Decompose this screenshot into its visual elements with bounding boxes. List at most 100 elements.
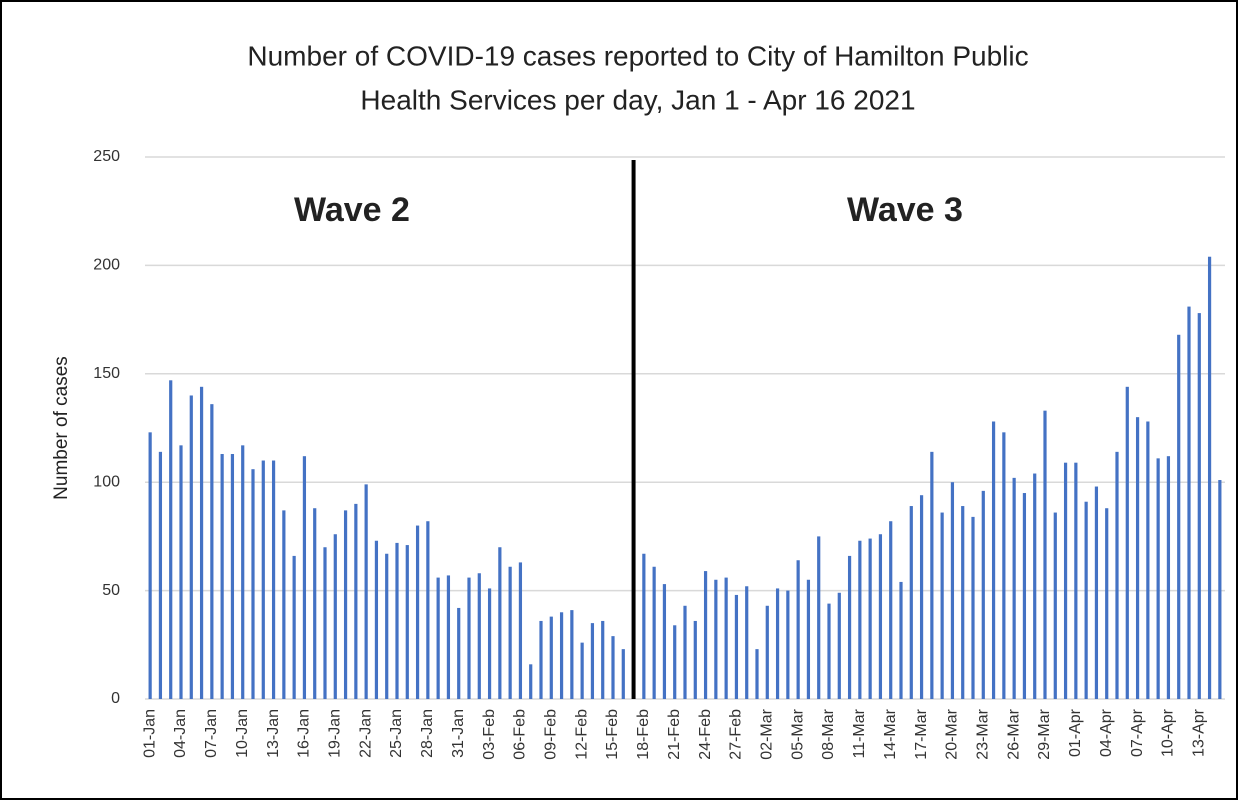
x-tick-label: 05-Mar [789, 708, 806, 759]
bar [1115, 451, 1119, 699]
x-tick-label: 27-Feb [728, 709, 745, 760]
bar [703, 571, 708, 699]
bar [169, 380, 173, 699]
bar [590, 623, 595, 699]
bar [467, 577, 471, 699]
bar [662, 584, 667, 699]
x-tick-label: 01-Apr [1067, 708, 1084, 757]
x-tick-label: 09-Feb [543, 709, 560, 760]
x-tick-label: 07-Jan [203, 709, 220, 758]
x-tick-label: 10-Apr [1160, 708, 1177, 757]
bar [292, 555, 296, 699]
bar [385, 553, 389, 699]
bar [189, 395, 193, 699]
x-tick-label: 01-Jan [141, 709, 158, 758]
bar [786, 590, 790, 699]
bar [457, 607, 461, 699]
bar [1105, 508, 1109, 699]
bar [1033, 473, 1037, 699]
bar [302, 456, 307, 699]
x-tick-label: 28-Jan [419, 709, 436, 758]
bar [405, 545, 409, 699]
bar [724, 577, 728, 699]
x-tick-label: 02-Mar [759, 708, 776, 759]
chart-title: Health Services per day, Jan 1 - Apr 16 … [360, 84, 915, 115]
bar [673, 625, 677, 699]
x-tick-label: 21-Feb [666, 709, 683, 760]
bar [1012, 477, 1016, 699]
bar [1074, 462, 1078, 699]
bar [477, 573, 481, 699]
y-axis-label: Number of cases [51, 356, 72, 500]
bar [508, 566, 512, 699]
bar [971, 516, 975, 699]
bar [734, 594, 739, 699]
x-tick-label: 13-Apr [1191, 708, 1208, 757]
x-tick-label: 04-Apr [1098, 708, 1115, 757]
bar [806, 579, 811, 699]
bar [1094, 486, 1099, 699]
bar [210, 404, 214, 699]
bar [1166, 456, 1171, 699]
bar [549, 616, 553, 699]
bar [230, 454, 235, 699]
bar [858, 540, 862, 699]
bar [837, 592, 841, 699]
bar [148, 432, 152, 699]
bar [1022, 493, 1027, 699]
bar [683, 605, 687, 699]
bar [1084, 501, 1088, 699]
bar [1156, 458, 1160, 699]
x-tick-label: 23-Mar [975, 708, 992, 759]
x-tick-label: 07-Apr [1129, 708, 1146, 757]
x-tick-label: 04-Jan [172, 709, 189, 758]
bar [1135, 417, 1140, 699]
bar [395, 542, 399, 699]
x-tick-label: 17-Mar [913, 708, 930, 759]
y-tick-label: 0 [111, 690, 120, 707]
bar [642, 553, 646, 699]
bar [1218, 480, 1222, 699]
bar [868, 538, 872, 699]
bar [487, 588, 492, 699]
x-tick-label: 03-Feb [481, 709, 498, 760]
bar [333, 534, 337, 699]
bar [611, 636, 615, 699]
bar [991, 421, 996, 699]
bar [621, 649, 625, 699]
x-tick-label: 19-Jan [327, 709, 344, 758]
bar [415, 525, 420, 699]
x-tick-label: 26-Mar [1005, 708, 1022, 759]
bar [1146, 421, 1150, 699]
bar [179, 445, 183, 699]
chart-title: Number of COVID-19 cases reported to Cit… [247, 40, 1028, 71]
bar [1187, 306, 1191, 699]
x-tick-label: 11-Mar [851, 708, 868, 758]
bar [364, 484, 368, 699]
bar [889, 521, 893, 699]
x-tick-label: 31-Jan [450, 709, 467, 758]
bar [1207, 256, 1212, 699]
x-tick-label: 24-Feb [697, 709, 714, 760]
y-tick-label: 100 [93, 473, 120, 490]
annotation: Wave 2 [294, 191, 410, 229]
bar [919, 495, 924, 699]
bar [220, 454, 224, 699]
bar [199, 386, 204, 699]
bar [559, 612, 564, 699]
bar [323, 547, 327, 699]
bar [498, 547, 502, 699]
x-tick-label: 20-Mar [944, 708, 961, 759]
x-tick-label: 13-Jan [265, 709, 282, 758]
y-tick-label: 50 [102, 582, 120, 599]
x-tick-label: 06-Feb [512, 709, 529, 760]
bar [426, 521, 430, 699]
bar [827, 603, 831, 699]
bar [950, 482, 955, 699]
bar [271, 460, 276, 699]
bar [601, 620, 605, 699]
bar [961, 506, 965, 699]
x-tick-label: 29-Mar [1036, 708, 1053, 759]
bar [714, 579, 718, 699]
